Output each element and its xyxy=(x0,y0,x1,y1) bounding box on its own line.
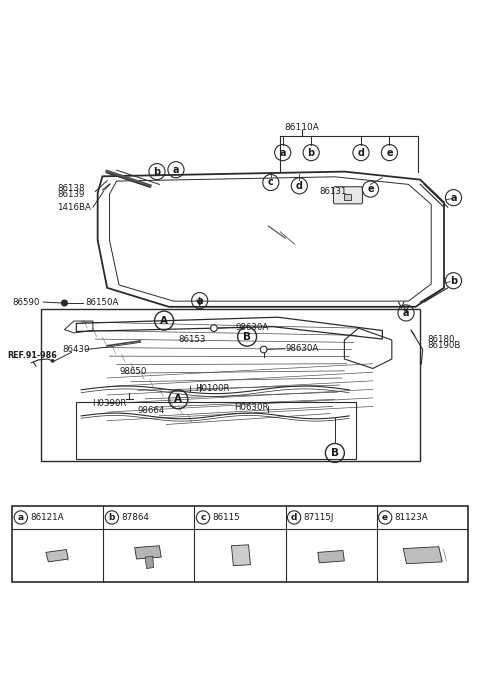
Text: 86590: 86590 xyxy=(12,298,40,307)
Text: a: a xyxy=(173,165,179,175)
Text: 86190B: 86190B xyxy=(427,341,461,350)
Text: 86180: 86180 xyxy=(427,335,455,344)
Text: a: a xyxy=(279,147,286,157)
Text: 86153: 86153 xyxy=(179,335,206,344)
Text: 86139: 86139 xyxy=(57,190,84,199)
Bar xyxy=(41,309,420,461)
Circle shape xyxy=(51,359,55,363)
Polygon shape xyxy=(318,551,344,563)
Text: 86121A: 86121A xyxy=(30,513,64,522)
Text: 86115: 86115 xyxy=(213,513,240,522)
Text: c: c xyxy=(200,513,206,522)
Text: a: a xyxy=(196,296,203,305)
Text: H0630R: H0630R xyxy=(234,403,269,412)
Text: 86138: 86138 xyxy=(57,184,85,193)
Polygon shape xyxy=(135,546,161,559)
Text: 87115J: 87115J xyxy=(303,513,334,522)
Text: A: A xyxy=(174,394,182,404)
Text: b: b xyxy=(308,147,315,157)
Text: B: B xyxy=(243,332,251,342)
Text: 98630A: 98630A xyxy=(235,323,268,332)
Text: B: B xyxy=(331,448,339,458)
Text: H0100R: H0100R xyxy=(195,384,229,393)
Bar xyxy=(12,506,468,582)
Text: a: a xyxy=(403,308,409,318)
Text: 86131: 86131 xyxy=(320,187,347,196)
Text: 86430: 86430 xyxy=(62,345,90,354)
Polygon shape xyxy=(145,556,154,568)
Text: 98664: 98664 xyxy=(138,405,166,415)
Bar xyxy=(76,402,356,459)
Bar xyxy=(344,194,351,200)
Circle shape xyxy=(261,346,267,353)
Polygon shape xyxy=(231,545,251,565)
Text: 98650: 98650 xyxy=(119,367,146,376)
Text: 98630A: 98630A xyxy=(285,344,318,353)
Text: 86150A: 86150A xyxy=(86,298,119,307)
Polygon shape xyxy=(46,549,68,562)
Text: d: d xyxy=(296,181,303,191)
Text: 81123A: 81123A xyxy=(395,513,429,522)
Circle shape xyxy=(61,300,67,306)
Text: e: e xyxy=(382,513,388,522)
Text: e: e xyxy=(386,147,393,157)
Text: b: b xyxy=(108,513,115,522)
Text: 1416BA: 1416BA xyxy=(57,203,91,212)
Text: d: d xyxy=(358,147,364,157)
Text: REF.91-986: REF.91-986 xyxy=(8,351,57,360)
Text: 86110A: 86110A xyxy=(284,123,319,132)
Text: c: c xyxy=(268,178,274,187)
Text: e: e xyxy=(367,184,374,194)
FancyBboxPatch shape xyxy=(334,187,362,204)
Text: H0390R: H0390R xyxy=(92,399,126,408)
Text: b: b xyxy=(450,275,457,286)
Polygon shape xyxy=(403,547,442,564)
Text: A: A xyxy=(160,315,168,326)
Text: b: b xyxy=(154,166,160,177)
Text: a: a xyxy=(450,193,457,203)
Circle shape xyxy=(211,325,217,331)
Text: a: a xyxy=(18,513,24,522)
Text: d: d xyxy=(291,513,297,522)
Text: 87864: 87864 xyxy=(121,513,149,522)
